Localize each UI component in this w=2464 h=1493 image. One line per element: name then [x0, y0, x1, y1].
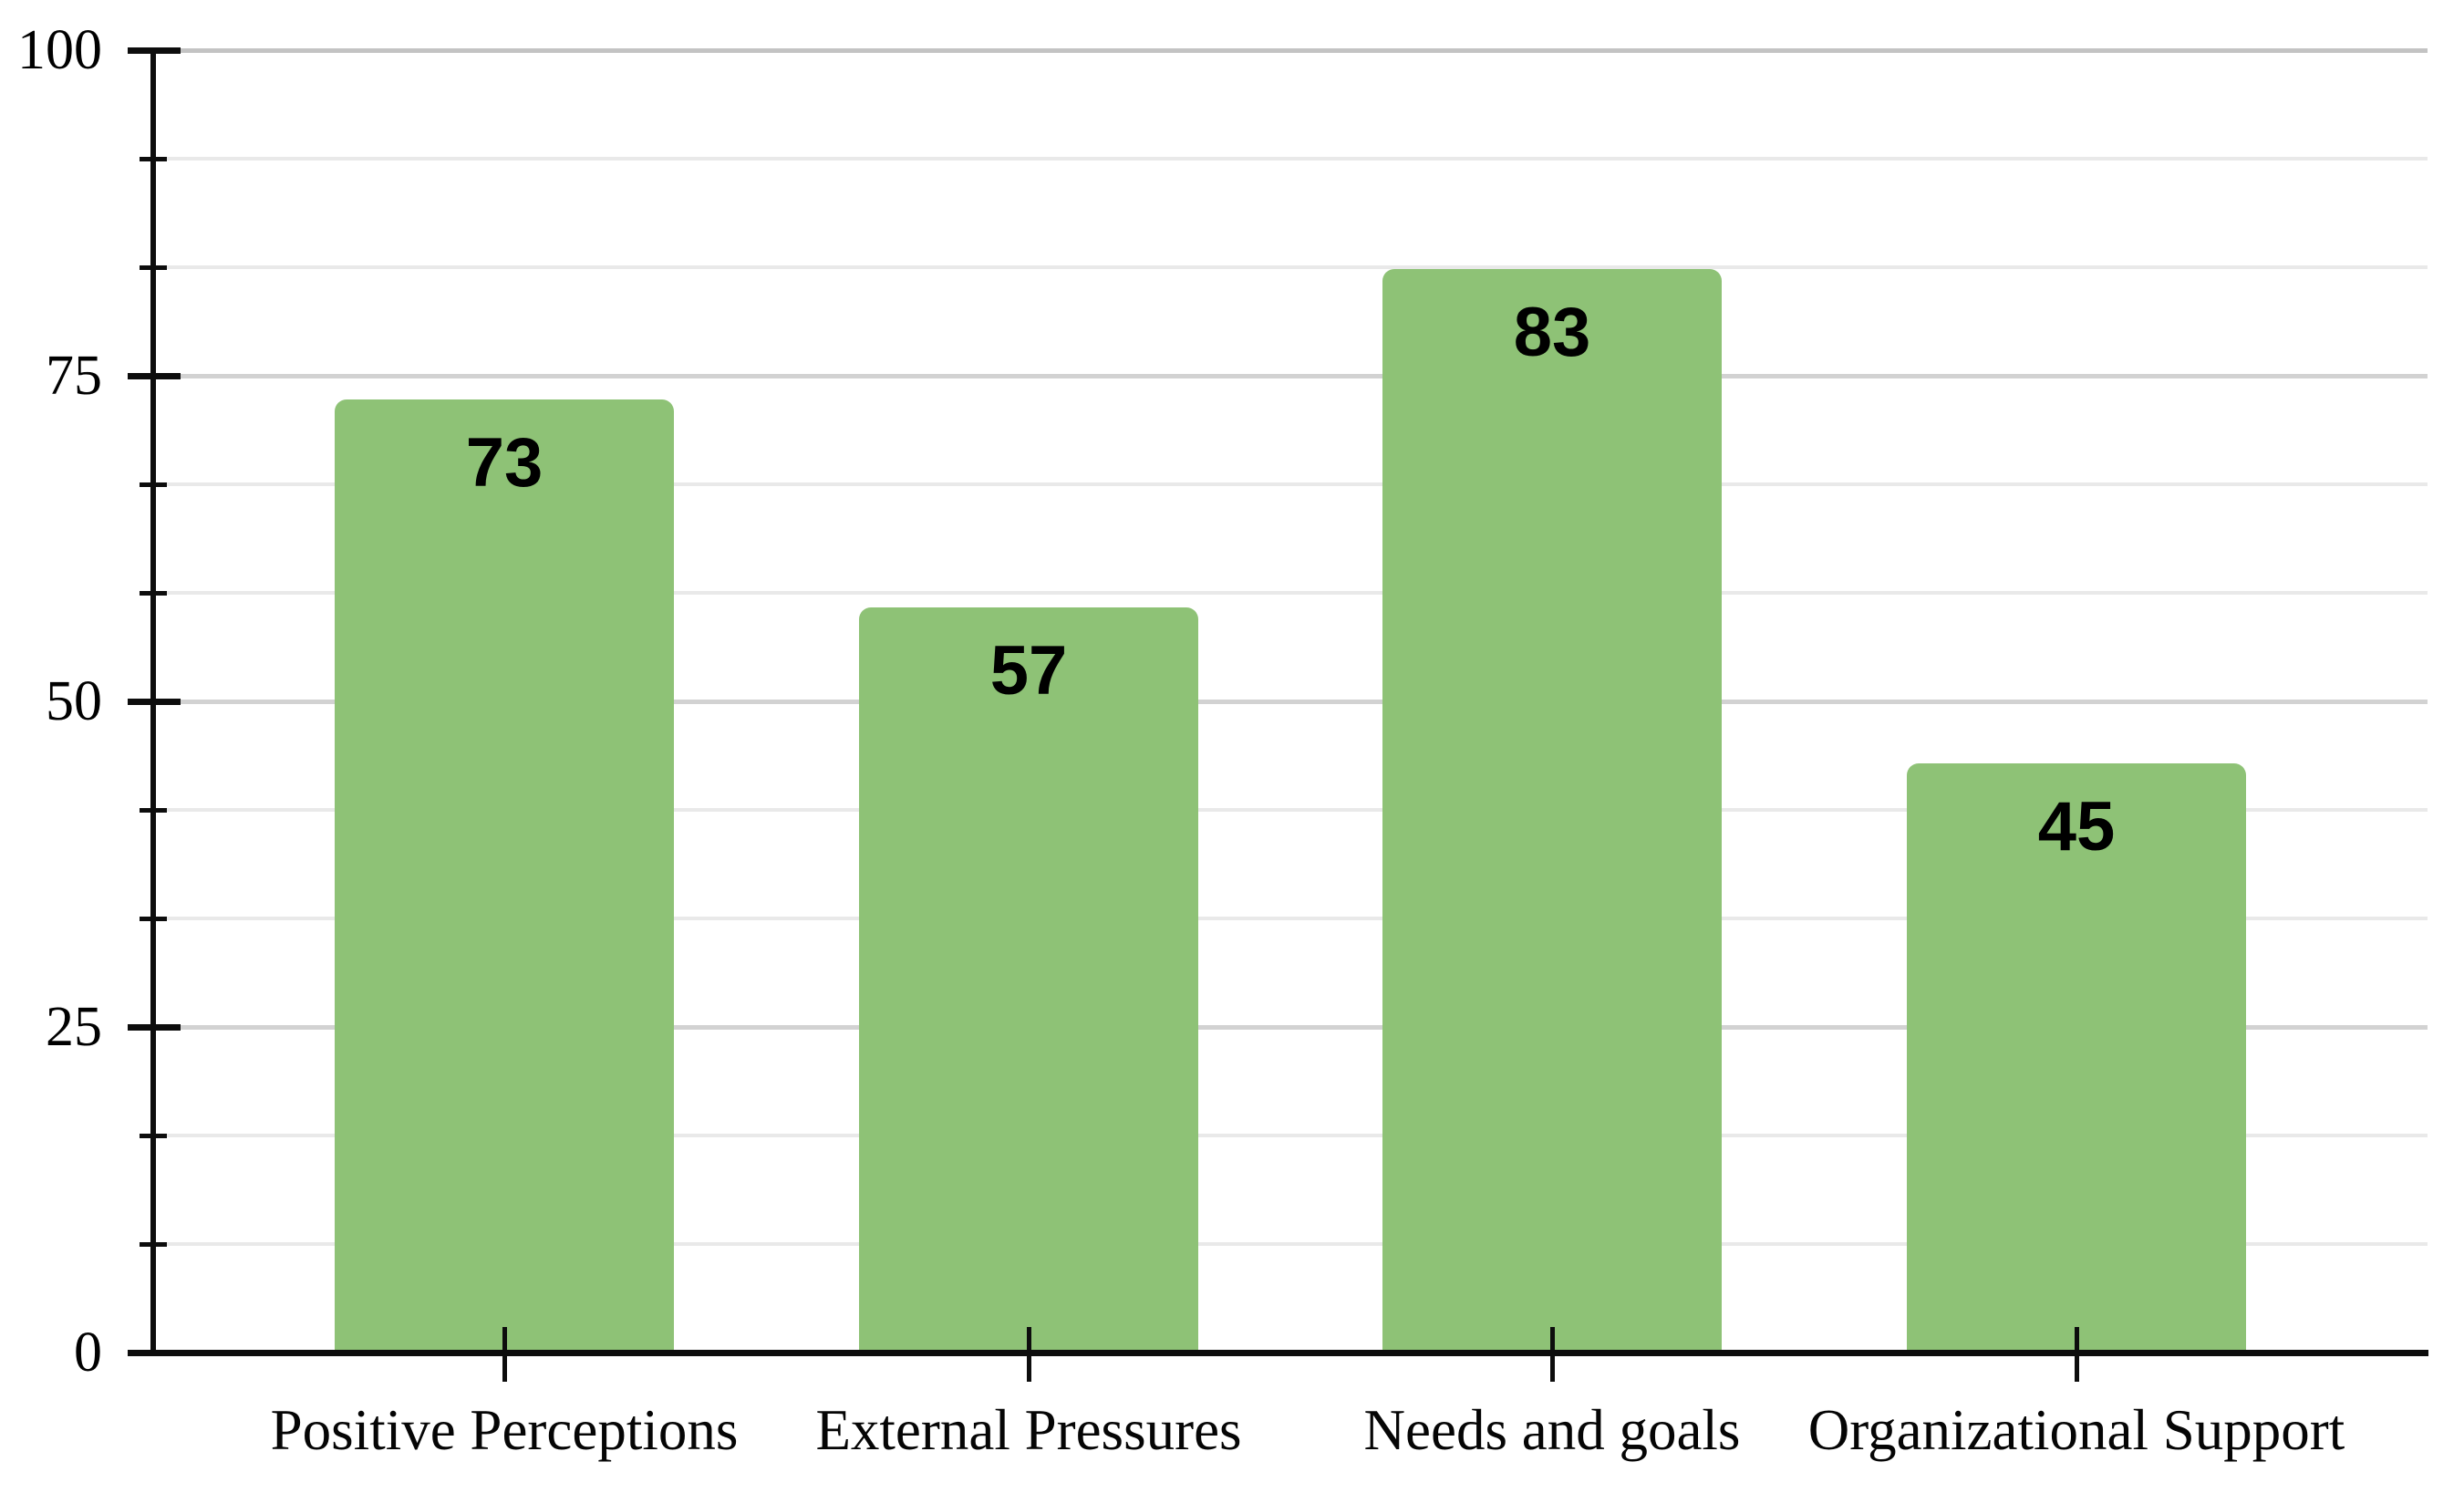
y-axis-minor-tick	[140, 917, 167, 921]
y-axis-minor-tick	[140, 808, 167, 813]
y-axis-minor-tick	[140, 591, 167, 596]
minor-gridline	[153, 808, 2428, 812]
bar-value-label: 73	[465, 424, 544, 502]
y-axis-minor-tick	[140, 482, 167, 487]
major-gridline	[153, 700, 2428, 704]
y-axis-minor-tick	[140, 1242, 167, 1247]
y-axis-major-tick	[128, 47, 181, 54]
plot-area	[153, 48, 2428, 1353]
x-axis-category-label: Positive Perceptions	[270, 1398, 739, 1462]
y-axis-minor-tick	[140, 1134, 167, 1138]
y-axis-major-tick	[128, 1350, 181, 1356]
x-axis-tick	[502, 1327, 507, 1382]
y-axis-minor-tick	[140, 265, 167, 270]
y-axis-minor-tick	[140, 157, 167, 161]
y-axis-major-tick	[128, 373, 181, 379]
x-axis-tick	[1550, 1327, 1555, 1382]
y-axis-tick-label: 75	[46, 345, 102, 407]
bar: 45	[1907, 763, 2246, 1350]
minor-gridline	[153, 1134, 2428, 1137]
bar-value-label: 57	[989, 632, 1068, 710]
major-gridline	[153, 1025, 2428, 1030]
x-axis-category-label: Needs and goals	[1363, 1398, 1741, 1462]
y-axis-tick-label: 25	[46, 996, 102, 1058]
major-gridline	[153, 374, 2428, 378]
minor-gridline	[153, 1242, 2428, 1246]
y-axis-major-tick	[128, 699, 181, 705]
bar-value-label: 83	[1513, 294, 1591, 371]
major-gridline	[153, 48, 2428, 53]
minor-gridline	[153, 917, 2428, 920]
y-axis-tick-label: 100	[17, 19, 102, 81]
bar: 57	[859, 607, 1198, 1350]
minor-gridline	[153, 482, 2428, 486]
bar-value-label: 45	[2037, 788, 2116, 866]
minor-gridline	[153, 591, 2428, 595]
x-axis-category-label: Organizational Support	[1807, 1398, 2345, 1462]
y-axis-tick-label: 50	[46, 670, 102, 732]
minor-gridline	[153, 265, 2428, 269]
bar: 73	[335, 399, 674, 1350]
x-axis-tick	[2075, 1327, 2079, 1382]
bar: 83	[1382, 269, 1722, 1350]
x-axis-category-label: External Pressures	[815, 1398, 1242, 1462]
y-axis-tick-label: 0	[74, 1322, 102, 1384]
x-axis-line	[128, 1350, 2428, 1356]
x-axis-tick	[1027, 1327, 1031, 1382]
y-axis-major-tick	[128, 1024, 181, 1031]
minor-gridline	[153, 157, 2428, 161]
